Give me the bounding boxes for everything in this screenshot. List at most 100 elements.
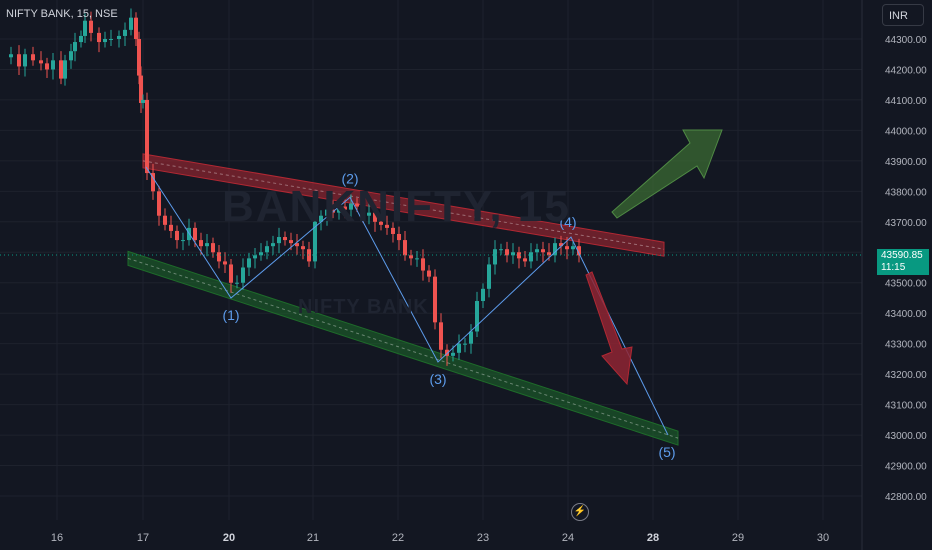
candle-body [421,258,425,271]
candle-body [97,32,101,43]
candle-body [103,39,107,43]
candle-body [553,243,557,256]
candle-body [223,261,227,265]
y-tick-label: 44000.00 [885,126,927,137]
candle-body [445,349,449,356]
candle-body [83,20,87,36]
candle-body [469,331,473,344]
candle-body [325,209,329,216]
candle-body [577,246,581,256]
support-band-midline [127,257,679,439]
y-tick-label: 43200.00 [885,370,927,381]
candle-body [69,51,73,61]
y-tick-label: 43800.00 [885,187,927,198]
x-tick-label: 24 [562,532,574,544]
candle-body [17,54,21,67]
x-tick-label: 17 [137,532,149,544]
candle-body [343,206,347,210]
candle-body [565,246,569,250]
candle-body [134,17,138,39]
candle-body [487,264,491,289]
symbol-title[interactable]: NIFTY BANK, 15, NSE [6,8,118,20]
candle-body [289,240,293,244]
candle-body [397,233,401,241]
candle-body [241,267,245,283]
candle-body [283,237,287,241]
candle-body [319,215,323,222]
candle-body [295,243,299,247]
x-tick-label: 23 [477,532,489,544]
last-price-tag: 43590.85 11:15 [877,249,929,275]
candle-body [181,240,185,242]
wave-label: (1) [222,307,239,323]
candle-body [433,276,437,323]
bearish-arrow [585,271,633,386]
candle-body [199,240,203,247]
candle-body [463,343,467,345]
candle-body [493,249,497,265]
candle-body [175,230,179,241]
candle-body [271,243,275,247]
resistance-band-midline [142,160,665,250]
x-tick-label: 20 [223,532,235,544]
candle-body [367,212,371,216]
candle-body [217,252,221,262]
candle-body [45,63,49,70]
wave-label: (4) [559,214,576,230]
candle-body [517,252,521,259]
candle-body [163,215,167,225]
x-tick-label: 28 [647,532,659,544]
bar-countdown: 11:15 [881,262,906,273]
currency-button[interactable]: INR [882,4,924,26]
candle-body [523,258,527,262]
y-tick-label: 43700.00 [885,218,927,229]
candle-body [141,99,145,103]
candle-body [193,227,197,241]
candle-body [123,29,127,36]
candle-body [361,206,365,216]
candle-body [205,243,209,247]
x-tick-label: 16 [51,532,63,544]
wave-label: (2) [341,170,358,186]
wave-label: (3) [429,371,446,387]
y-tick-label: 43900.00 [885,157,927,168]
candle-body [451,352,455,356]
x-tick-label: 21 [307,532,319,544]
candle-body [349,203,353,210]
candle-body [427,270,431,277]
candle-body [301,246,305,250]
candle-body [415,258,419,260]
candle-body [535,249,539,253]
y-tick-label: 44200.00 [885,65,927,76]
last-price-value: 43590.85 [881,250,923,261]
candle-body [475,301,479,332]
candle-body [9,54,13,58]
candle-body [529,252,533,262]
candle-body [559,243,563,247]
x-tick-label: 30 [817,532,829,544]
candle-body [385,224,389,228]
y-tick-label: 42800.00 [885,492,927,503]
candle-body [571,246,575,250]
candle-body [403,240,407,256]
candle-body [265,246,269,253]
candle-body [505,249,509,256]
candle-body [391,227,395,234]
lightning-icon[interactable]: ⚡ [571,503,589,521]
candle-body [63,60,67,79]
candle-body [169,224,173,231]
candle-body [51,60,55,70]
candle-body [253,255,257,259]
y-tick-label: 42900.00 [885,462,927,473]
candle-body [151,173,155,192]
candle-body [511,252,515,256]
candle-body [31,54,35,61]
candle-body [73,42,77,52]
candle-body [39,60,43,64]
candle-body [139,75,143,103]
candle-body [541,249,545,253]
candle-body [79,35,83,43]
candle-body [235,282,239,284]
candle-body [137,39,141,76]
